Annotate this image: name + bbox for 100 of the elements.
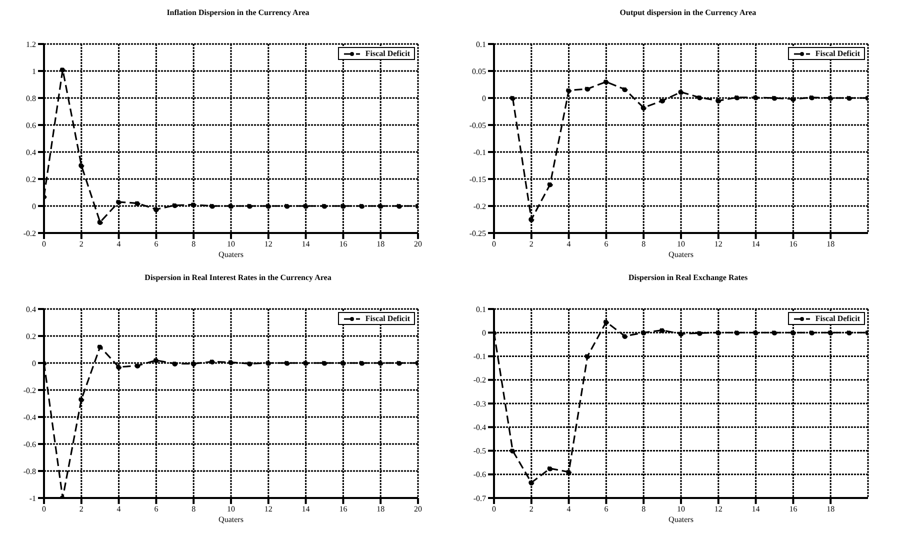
x-tick-label: 0 [492, 240, 496, 249]
point [60, 66, 66, 72]
point [510, 448, 516, 454]
point [622, 333, 628, 339]
point [584, 86, 590, 92]
y-tick-label: -0.6 [23, 440, 36, 449]
x-tick-label: 16 [339, 240, 348, 249]
point [809, 94, 815, 100]
x-tick-label: 0 [492, 504, 496, 514]
point [97, 344, 103, 350]
point [153, 358, 159, 364]
x-tick-label: 8 [192, 240, 196, 249]
point [696, 330, 702, 336]
point [210, 358, 216, 364]
legend-label: Fiscal Deficit [365, 314, 410, 323]
point [566, 469, 572, 475]
x-tick-label: 18 [376, 504, 385, 514]
point [228, 360, 234, 366]
y-tick-label: 0 [482, 94, 486, 103]
point [396, 360, 402, 366]
y-tick-label: 0.6 [26, 120, 36, 130]
y-tick-label: 0.8 [26, 94, 36, 103]
x-tick-label: 4 [116, 504, 121, 514]
x-tick-label: 4 [566, 240, 571, 249]
point [828, 330, 834, 336]
point [753, 94, 759, 100]
y-tick-label: -0.05 [469, 120, 486, 130]
point [78, 162, 84, 168]
x-tick-label: 8 [642, 504, 646, 514]
point [753, 330, 759, 336]
x-tick-label: 14 [302, 504, 310, 514]
point [134, 200, 140, 206]
point [828, 95, 834, 101]
point [846, 330, 852, 336]
point [640, 330, 646, 336]
x-tick-label: 20 [414, 240, 422, 249]
y-tick-label: -0.2 [23, 386, 36, 395]
x-tick-label: 6 [604, 240, 608, 249]
point [566, 88, 572, 94]
x-tick-label: 16 [789, 504, 798, 514]
point [359, 203, 365, 209]
point [190, 360, 196, 366]
point [716, 330, 722, 336]
y-tick-label: -0.2 [23, 228, 36, 238]
y-tick-label: -0.1 [473, 148, 486, 157]
point [584, 353, 590, 360]
y-tick-label: -0.8 [23, 466, 36, 476]
point [772, 95, 778, 101]
x-tick-label: 2 [529, 504, 534, 514]
point [528, 216, 534, 222]
point [284, 203, 290, 209]
chart-title: Output dispersion in the Currency Area [618, 8, 758, 19]
x-tick-label: 10 [677, 240, 685, 249]
x-axis-title: Quaters [218, 515, 244, 524]
x-tick-label: 2 [529, 240, 534, 249]
point [510, 95, 516, 101]
point [116, 199, 122, 205]
x-axis-title: Quaters [668, 515, 694, 524]
point [322, 203, 328, 209]
x-axis-title: Quaters [218, 250, 244, 259]
point [246, 203, 252, 209]
y-tick-label: -1 [29, 494, 36, 503]
y-tick-label: 0 [482, 328, 486, 338]
point [78, 396, 84, 402]
point [378, 360, 384, 366]
x-tick-label: 4 [116, 240, 121, 249]
point [172, 360, 178, 366]
point [772, 330, 778, 336]
point [228, 203, 234, 209]
y-tick-label: -0.4 [473, 422, 486, 432]
x-tick-label: 14 [752, 504, 760, 514]
chart-title: Inflation Dispersion in the Currency Area [166, 8, 310, 19]
point [359, 360, 365, 366]
point [153, 206, 159, 212]
y-tick-label: -0.3 [473, 399, 486, 408]
point [809, 330, 815, 336]
point [603, 79, 609, 85]
legend-label: Fiscal Deficit [815, 314, 860, 323]
x-tick-label: 12 [714, 504, 722, 514]
x-tick-label: 10 [227, 240, 235, 249]
point [210, 203, 216, 209]
point [678, 89, 684, 95]
point [734, 330, 740, 336]
y-tick-label: 0.1 [476, 304, 486, 314]
y-tick-label: -0.2 [473, 376, 486, 385]
x-tick-label: 12 [264, 240, 272, 249]
x-tick-label: 10 [227, 504, 235, 514]
x-tick-label: 16 [789, 240, 798, 249]
y-tick-label: -0.6 [473, 470, 486, 480]
y-tick-label: 0.2 [26, 332, 36, 341]
y-tick-label: -0.15 [469, 174, 486, 184]
point [696, 94, 702, 100]
x-tick-label: 20 [414, 504, 422, 514]
y-tick-label: 0 [32, 202, 36, 211]
y-tick-label: -0.25 [469, 228, 486, 238]
point [172, 202, 178, 208]
y-tick-label: -0.4 [23, 412, 36, 422]
point [303, 360, 309, 366]
y-tick-label: 0 [32, 358, 36, 368]
y-tick-label: 0.4 [26, 304, 36, 314]
